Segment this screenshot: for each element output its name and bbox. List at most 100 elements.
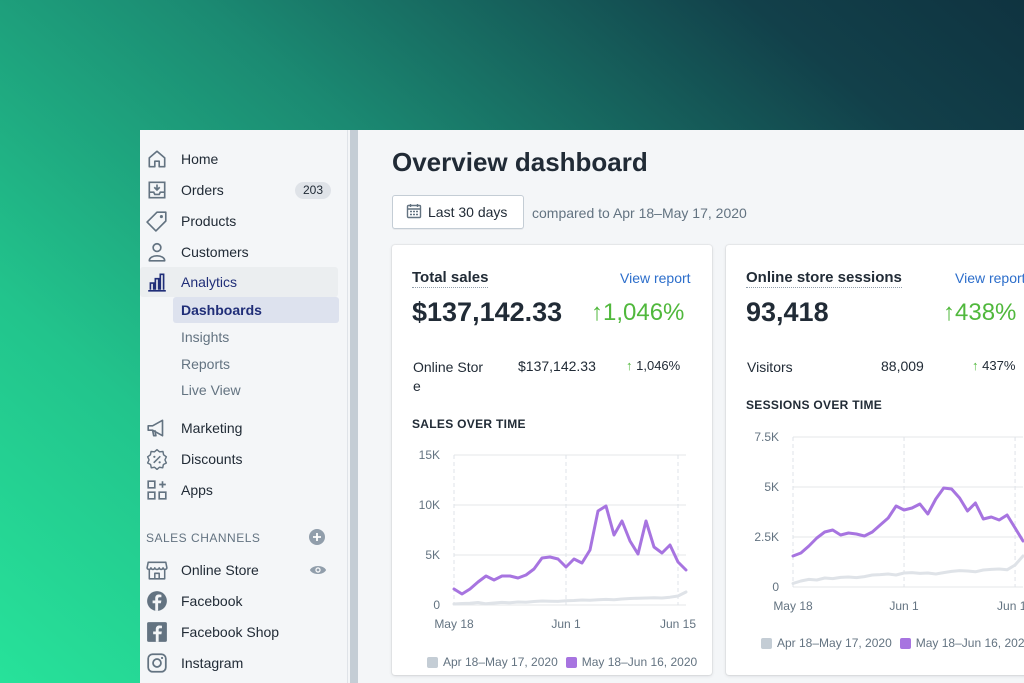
apps-icon bbox=[146, 479, 168, 501]
total-sales-value: $137,142.33 bbox=[412, 297, 563, 327]
sidebar-item-facebook[interactable]: Facebook bbox=[140, 586, 338, 616]
store-icon bbox=[146, 559, 168, 581]
y-tick-label: 5K bbox=[764, 480, 779, 494]
y-tick-label: 15K bbox=[419, 448, 440, 462]
facebook-icon bbox=[146, 590, 168, 612]
sessions-change: ↑438% bbox=[943, 299, 1017, 326]
y-tick-label: 5K bbox=[425, 548, 440, 562]
instagram-icon bbox=[146, 652, 168, 674]
date-range-button[interactable]: Last 30 days bbox=[392, 195, 524, 229]
bar-chart-icon bbox=[146, 271, 168, 293]
sidebar-item-label: Instagram bbox=[181, 655, 244, 671]
tag-icon bbox=[146, 210, 168, 232]
view-report-link[interactable]: View report bbox=[620, 270, 691, 286]
series-line-previous bbox=[791, 554, 1024, 585]
sidebar-item-label: Facebook Shop bbox=[181, 624, 280, 640]
facebook-shop-icon bbox=[146, 621, 168, 643]
total-sales-change: ↑1,046% bbox=[591, 299, 685, 326]
breakdown-change: ↑ 437% bbox=[972, 358, 1016, 373]
series-line-previous bbox=[452, 590, 688, 606]
x-tick-label: May 18 bbox=[773, 599, 813, 613]
sidebar-item-label: Discounts bbox=[181, 451, 243, 467]
orders-icon bbox=[146, 179, 168, 201]
sidebar-item-label: Analytics bbox=[181, 274, 238, 290]
sidebar: Home Orders 203 Products Customers bbox=[140, 130, 348, 683]
chart-heading: SALES OVER TIME bbox=[412, 417, 526, 431]
person-icon bbox=[146, 241, 168, 263]
sidebar-item-label: Home bbox=[181, 151, 219, 167]
eye-icon[interactable] bbox=[309, 561, 327, 579]
sidebar-subitem-reports[interactable]: Reports bbox=[181, 356, 231, 372]
sidebar-item-discounts[interactable]: Discounts bbox=[140, 444, 338, 474]
sidebar-item-customers[interactable]: Customers bbox=[140, 237, 338, 267]
sidebar-item-label: Online Store bbox=[181, 562, 259, 578]
sidebar-item-instagram[interactable]: Instagram bbox=[140, 648, 338, 678]
legend-swatch-previous bbox=[427, 656, 438, 668]
chart-legend: Apr 18–May 17, 2020 May 18–Jun 16, 2020 bbox=[761, 636, 1024, 650]
sidebar-item-apps[interactable]: Apps bbox=[140, 475, 338, 505]
y-tick-label: 7.5K bbox=[754, 430, 779, 444]
y-tick-label: 10K bbox=[419, 498, 440, 512]
breakdown-label: Visitors bbox=[747, 359, 793, 375]
legend-swatch-previous bbox=[761, 637, 772, 649]
sidebar-item-online-store[interactable]: Online Store bbox=[140, 555, 338, 585]
x-tick-label: Jun 1 bbox=[889, 599, 919, 613]
arrow-up-icon: ↑ bbox=[591, 299, 603, 326]
home-icon bbox=[146, 148, 168, 170]
sidebar-item-marketing[interactable]: Marketing bbox=[140, 413, 338, 443]
arrow-up-icon: ↑ bbox=[972, 358, 979, 373]
legend-label-current: May 18–Jun 16, 2020 bbox=[581, 655, 698, 669]
app-window: Home Orders 203 Products Customers bbox=[140, 130, 1024, 683]
sidebar-item-orders[interactable]: Orders 203 bbox=[140, 175, 338, 205]
x-tick-label: Jun 1 bbox=[551, 617, 581, 631]
sidebar-scrollbar[interactable] bbox=[350, 130, 358, 683]
sidebar-item-home[interactable]: Home bbox=[140, 144, 338, 174]
discount-icon bbox=[146, 448, 168, 471]
x-tick-label: Jun 15 bbox=[997, 599, 1024, 613]
legend-swatch-current bbox=[899, 637, 911, 649]
legend-label-current: May 18–Jun 16, 2020 bbox=[915, 636, 1024, 650]
chart-heading: SESSIONS OVER TIME bbox=[746, 398, 883, 412]
page-title: Overview dashboard bbox=[392, 147, 648, 177]
sessions-card: Online store sessions View report 93,418… bbox=[726, 245, 1024, 675]
series-line-current bbox=[452, 504, 688, 596]
sidebar-item-label: Products bbox=[181, 213, 237, 229]
arrow-up-icon: ↑ bbox=[943, 299, 955, 326]
calendar-icon bbox=[406, 203, 428, 222]
orders-count-badge: 203 bbox=[294, 182, 331, 199]
sidebar-subitem-live-view[interactable]: Live View bbox=[181, 382, 241, 398]
breakdown-change: ↑ 1,046% bbox=[626, 358, 681, 373]
series-line-current bbox=[791, 486, 1024, 558]
y-tick-label: 0 bbox=[772, 580, 779, 594]
sales-over-time-chart: 0 5K 10K 15K May 18 Jun 1 Jun 15 bbox=[419, 448, 697, 631]
main-content: Overview dashboard Last 30 days compared… bbox=[358, 130, 1024, 683]
breakdown-label: Online Store bbox=[413, 359, 484, 394]
legend-swatch-current bbox=[565, 656, 577, 668]
y-tick-label: 0 bbox=[433, 598, 440, 612]
sidebar-subitem-dashboards[interactable]: Dashboards bbox=[173, 297, 339, 323]
sidebar-item-label: Facebook bbox=[181, 593, 243, 609]
sidebar-subitem-insights[interactable]: Insights bbox=[181, 329, 230, 345]
card-title[interactable]: Online store sessions bbox=[746, 269, 902, 288]
arrow-up-icon: ↑ bbox=[626, 358, 633, 373]
card-title[interactable]: Total sales bbox=[412, 269, 489, 288]
total-sales-card: Total sales View report $137,142.33 ↑1,0… bbox=[392, 245, 712, 675]
sidebar-item-facebook-shop[interactable]: Facebook Shop bbox=[140, 617, 338, 647]
megaphone-icon bbox=[146, 417, 168, 439]
breakdown-value: 88,009 bbox=[881, 358, 924, 374]
sidebar-item-analytics[interactable]: Analytics bbox=[140, 267, 338, 297]
x-tick-label: May 18 bbox=[434, 617, 474, 631]
breakdown-value: $137,142.33 bbox=[518, 358, 596, 374]
legend-label-previous: Apr 18–May 17, 2020 bbox=[777, 636, 892, 650]
view-report-link[interactable]: View report bbox=[955, 270, 1024, 286]
chart-legend: Apr 18–May 17, 2020 May 18–Jun 16, 2020 bbox=[427, 655, 705, 669]
legend-label-previous: Apr 18–May 17, 2020 bbox=[443, 655, 558, 669]
sidebar-item-label: Orders bbox=[181, 182, 224, 198]
sessions-value: 93,418 bbox=[746, 297, 829, 327]
sales-channels-heading: SALES CHANNELS bbox=[146, 531, 261, 545]
sessions-over-time-chart: 0 2.5K 5K 7.5K May 18 Jun 1 Jun 15 bbox=[754, 430, 1024, 613]
sidebar-item-products[interactable]: Products bbox=[140, 206, 338, 236]
add-channel-icon[interactable] bbox=[309, 529, 325, 545]
sidebar-item-label: Marketing bbox=[181, 420, 243, 436]
sidebar-item-label: Apps bbox=[181, 482, 213, 498]
